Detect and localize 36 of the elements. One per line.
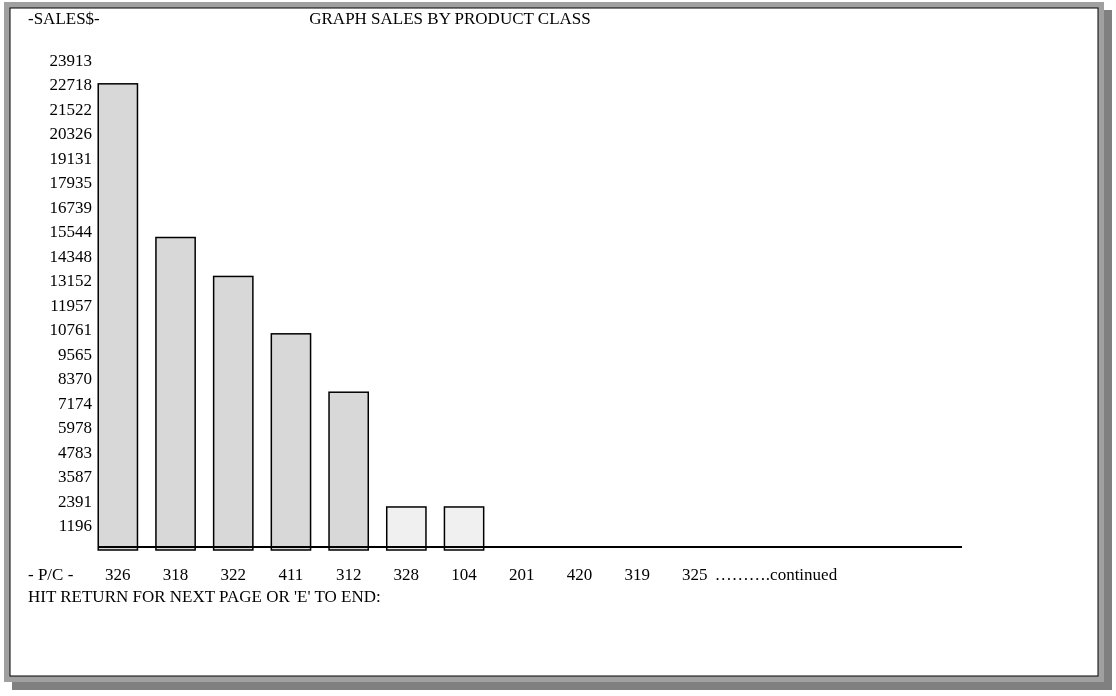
y-tick-label: 9565 <box>58 344 92 364</box>
x-tick-label: 319 <box>624 565 650 584</box>
y-tick-label: 3587 <box>58 467 93 487</box>
y-tick-label: 21522 <box>49 99 92 119</box>
x-tick-label: 104 <box>451 565 478 584</box>
chart-title: GRAPH SALES BY PRODUCT CLASS <box>309 8 591 28</box>
text: ……….continued <box>714 565 838 584</box>
x-tick-label: 420 <box>566 565 593 584</box>
y-tick-label: 11957 <box>50 295 93 315</box>
text: HIT RETURN FOR NEXT PAGE OR 'E' TO END: <box>28 587 381 606</box>
y-tick-label: 23913 <box>49 50 92 70</box>
x-tick-label: 326 <box>105 565 131 584</box>
y-tick-label: 1196 <box>58 516 92 536</box>
y-tick-label: 19131 <box>49 148 92 168</box>
y-tick-label: 16739 <box>49 197 92 217</box>
y-tick-label: 22718 <box>49 75 92 95</box>
y-tick-label: 8370 <box>58 369 92 389</box>
y-tick-label: 14348 <box>49 246 92 266</box>
y-axis-title: -SALES$- <box>28 8 101 28</box>
x-tick-label: 322 <box>220 565 246 584</box>
y-tick-label: 7174 <box>58 393 93 413</box>
x-axis-title: - P/C - <box>28 565 74 584</box>
x-tick-label: 318 <box>162 565 189 584</box>
y-tick-label: 17935 <box>49 173 92 193</box>
x-tick-label: 325 <box>682 565 708 584</box>
y-tick-label: 10761 <box>49 320 92 340</box>
x-tick-label: 328 <box>393 565 420 584</box>
y-tick-label: 2391 <box>58 491 92 511</box>
x-tick-label: 411 <box>278 565 304 584</box>
y-tick-label: 5978 <box>58 418 92 438</box>
y-tick-label: 15544 <box>49 222 93 242</box>
x-tick-label: 312 <box>335 565 362 584</box>
x-tick-label: 201 <box>509 565 535 584</box>
y-tick-label: 20326 <box>49 124 92 144</box>
y-tick-label: 13152 <box>49 271 92 291</box>
y-tick-label: 4783 <box>58 442 92 462</box>
